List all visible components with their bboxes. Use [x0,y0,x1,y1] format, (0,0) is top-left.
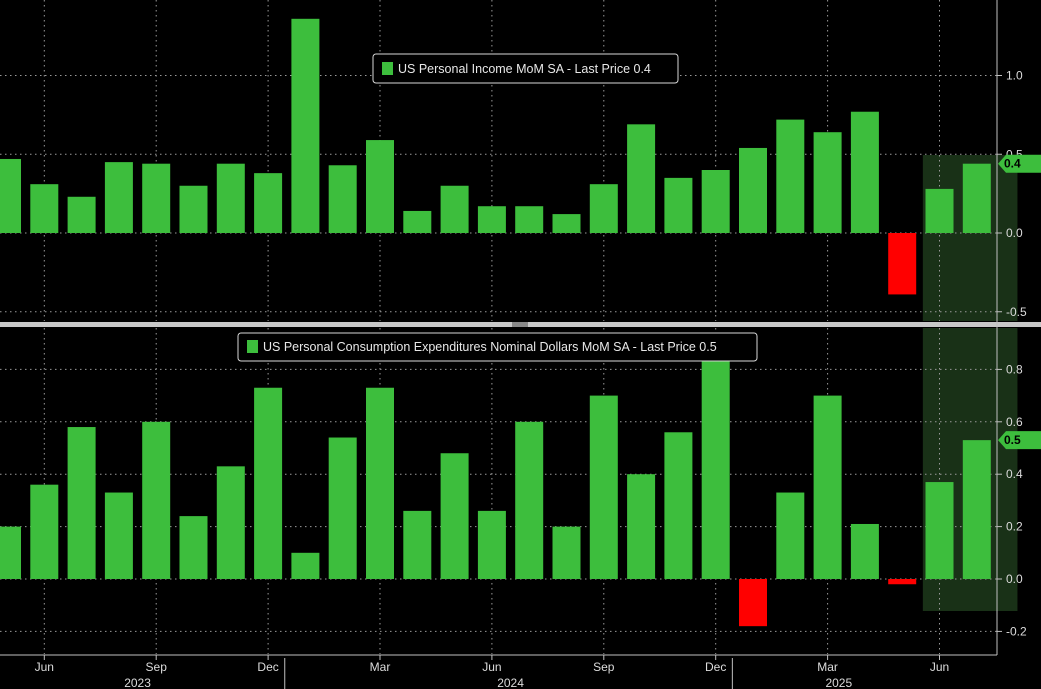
income-bar [67,196,96,233]
income-bar [366,140,394,233]
income-bar [403,210,432,233]
pce-bar [366,387,394,579]
income-bar [589,184,618,233]
pce-bar [216,466,245,579]
pce-y-axis: -0.2 0.0 0.2 0.4 0.6 0.8 [997,362,1027,638]
income-bar [552,214,581,233]
pce-ytick-label: 0.8 [1006,362,1023,376]
pce-bar [813,395,842,579]
year-label: 2025 [825,676,852,689]
income-last-value-tag: 0.4 [998,154,1041,173]
year-label: 2024 [497,676,524,689]
pce-bar [179,516,208,579]
income-bar [179,185,208,233]
income-bar [216,163,245,233]
pce-bar [925,482,954,579]
pce-bar [776,492,805,579]
pce-ytick-label: 0.6 [1006,415,1023,429]
pce-bar [440,453,469,579]
income-bar [0,158,21,233]
income-ytick-label: 0.0 [1006,226,1023,240]
x-tick-label: Mar [370,660,391,674]
income-bar [328,165,357,233]
income-bar [701,170,730,233]
pce-bar [30,484,59,579]
income-bar [739,147,767,233]
pce-last-value-tag: 0.5 [998,431,1041,450]
income-ytick-label: 1.0 [1006,69,1023,83]
x-tick-label: Mar [817,660,838,674]
income-ytick-label: -0.5 [1006,305,1027,319]
income-bar [142,163,171,233]
income-bar [104,162,133,233]
income-legend: US Personal Income MoM SA - Last Price 0… [372,53,679,84]
pce-legend-swatch [247,340,258,353]
income-bar [515,206,544,233]
x-tick-label: Jun [482,660,501,674]
pce-ytick-label: 0.0 [1006,572,1023,586]
income-bar [477,206,506,233]
pce-legend-text: US Personal Consumption Expenditures Nom… [263,340,717,354]
pce-bar [142,421,171,579]
pce-bar [104,492,133,579]
pce-bar [254,387,283,579]
income-bar [962,163,991,233]
pce-bar [664,432,693,579]
income-last-value-label: 0.4 [1004,157,1021,171]
year-label: 2023 [124,676,151,689]
pce-ytick-label: 0.4 [1006,467,1023,481]
income-bar [813,132,842,233]
pce-ytick-label: -0.2 [1006,624,1027,638]
pce-bar [515,421,544,579]
x-axis: Jun Sep Dec Mar Jun Sep Dec Mar Jun 2023 2024 2025 [35,655,949,689]
pce-bar [850,523,879,579]
x-tick-label: Jun [930,660,949,674]
income-legend-text: US Personal Income MoM SA - Last Price 0… [398,62,651,76]
x-tick-label: Sep [146,660,168,674]
pce-bar [291,552,320,579]
income-bar [850,111,879,233]
pce-bar [627,474,656,579]
pce-legend: US Personal Consumption Expenditures Nom… [237,332,758,362]
income-bar [291,18,320,233]
pce-bar [403,510,432,579]
pce-bars [0,356,991,627]
income-bars [0,18,991,295]
income-bar [925,188,954,233]
income-bar [440,185,469,233]
pce-bar [888,579,917,585]
income-legend-swatch [382,62,393,75]
income-bar [664,177,693,233]
pce-bar [552,526,581,579]
pce-bar [589,395,618,579]
x-tick-label: Dec [257,660,278,674]
income-bar [776,119,805,233]
pce-ytick-label: 0.2 [1006,520,1023,534]
pce-last-value-label: 0.5 [1004,433,1021,447]
pce-bar [739,579,767,627]
x-tick-label: Sep [593,660,615,674]
pce-bar [0,526,21,579]
income-bar [254,173,283,233]
pce-bar [701,356,730,579]
pce-bar [328,437,357,579]
pce-bar [477,510,506,579]
pce-bar [67,427,96,579]
income-bar [627,124,656,233]
income-bar [30,184,59,233]
pce-bar [962,440,991,579]
x-tick-label: Dec [705,660,726,674]
income-bar [888,233,917,295]
panel-divider-grip[interactable] [512,322,528,327]
x-tick-label: Jun [35,660,54,674]
